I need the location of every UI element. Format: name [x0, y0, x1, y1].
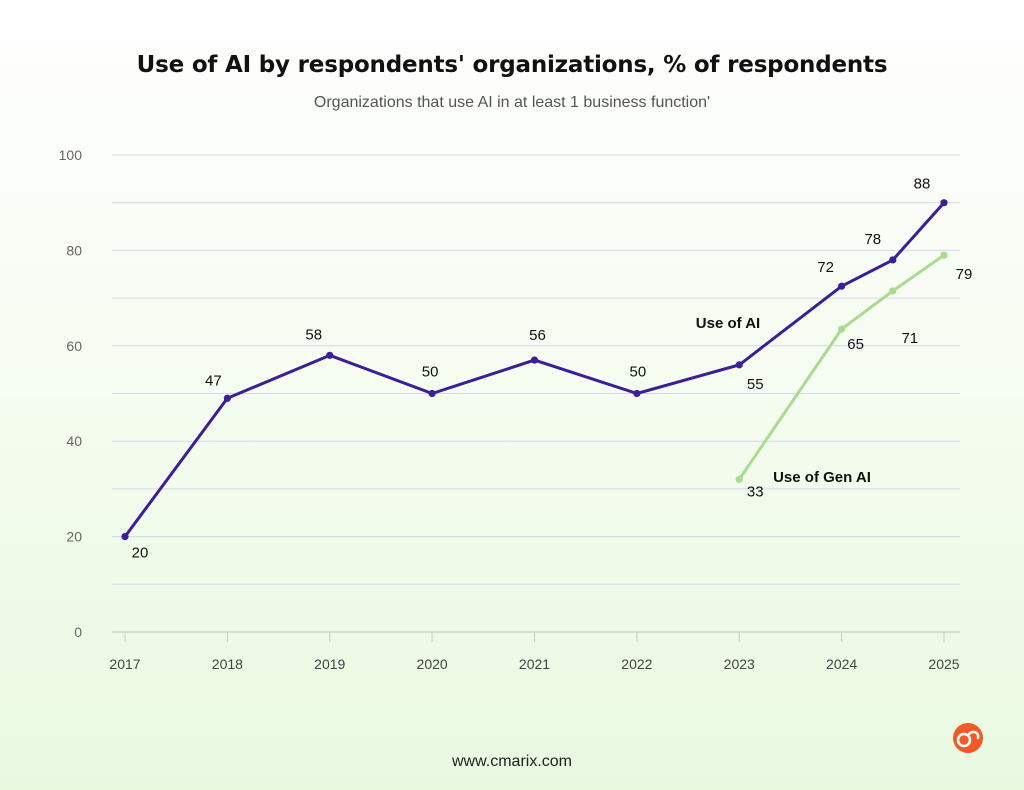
data-label-gen-ai: 79 [956, 266, 973, 283]
data-label-ai: 50 [630, 364, 647, 381]
data-point-ai [838, 282, 846, 290]
x-tick-label: 2023 [724, 656, 755, 672]
x-tick-label: 2025 [928, 656, 959, 672]
y-tick-label: 20 [66, 529, 82, 545]
x-tick-label: 2019 [314, 656, 345, 672]
data-label-ai: 50 [422, 364, 439, 381]
y-tick-label: 100 [59, 147, 83, 163]
data-label-ai: 47 [205, 372, 222, 389]
series-line-ai [123, 201, 946, 539]
series-label-gen-ai: Use of Gen AI [773, 469, 871, 486]
data-point-gen-ai [735, 475, 743, 483]
data-label-ai: 58 [305, 326, 322, 343]
data-point-ai [889, 256, 897, 264]
chart-title: Use of AI by respondents' organizations,… [136, 52, 888, 78]
y-tick-label: 40 [66, 433, 82, 449]
data-point-gen-ai [940, 251, 948, 259]
y-tick-label: 0 [74, 624, 82, 640]
footer-website: www.cmarix.com [451, 753, 572, 770]
x-tick-label: 2020 [417, 656, 448, 672]
data-label-ai: 78 [864, 231, 881, 248]
data-point-ai [428, 389, 436, 398]
data-label-gen-ai: 65 [847, 336, 864, 353]
cmarix-logo-icon [953, 723, 983, 753]
data-label-ai: 20 [132, 545, 149, 562]
data-point-ai [530, 356, 539, 364]
data-point-ai [940, 199, 948, 207]
x-tick-label: 2021 [519, 656, 550, 672]
data-point-ai [633, 389, 641, 398]
chart-subtitle: Organizations that use AI in at least 1 … [313, 94, 711, 111]
data-point-ai [326, 351, 334, 359]
data-label-ai: 55 [747, 376, 764, 393]
data-point-gen-ai [889, 287, 897, 295]
series-label-ai: Use of AI [696, 315, 760, 332]
x-tick-label: 2018 [212, 656, 243, 672]
data-point-ai [735, 361, 743, 369]
series-line-gen-ai [737, 253, 946, 481]
x-tick-label: 2024 [826, 656, 857, 672]
y-tick-label: 60 [66, 338, 82, 354]
data-point-gen-ai [838, 325, 846, 333]
data-point-ai [223, 394, 231, 402]
data-label-gen-ai: 33 [747, 483, 764, 500]
x-tick-label: 2017 [109, 656, 140, 672]
data-label-ai: 72 [817, 259, 834, 276]
data-point-ai [121, 533, 129, 541]
x-tick-label: 2022 [621, 656, 652, 672]
data-label-ai: 56 [529, 327, 546, 344]
y-tick-label: 80 [66, 242, 82, 258]
data-label-ai: 88 [914, 176, 931, 193]
data-label-gen-ai: 71 [901, 330, 918, 347]
